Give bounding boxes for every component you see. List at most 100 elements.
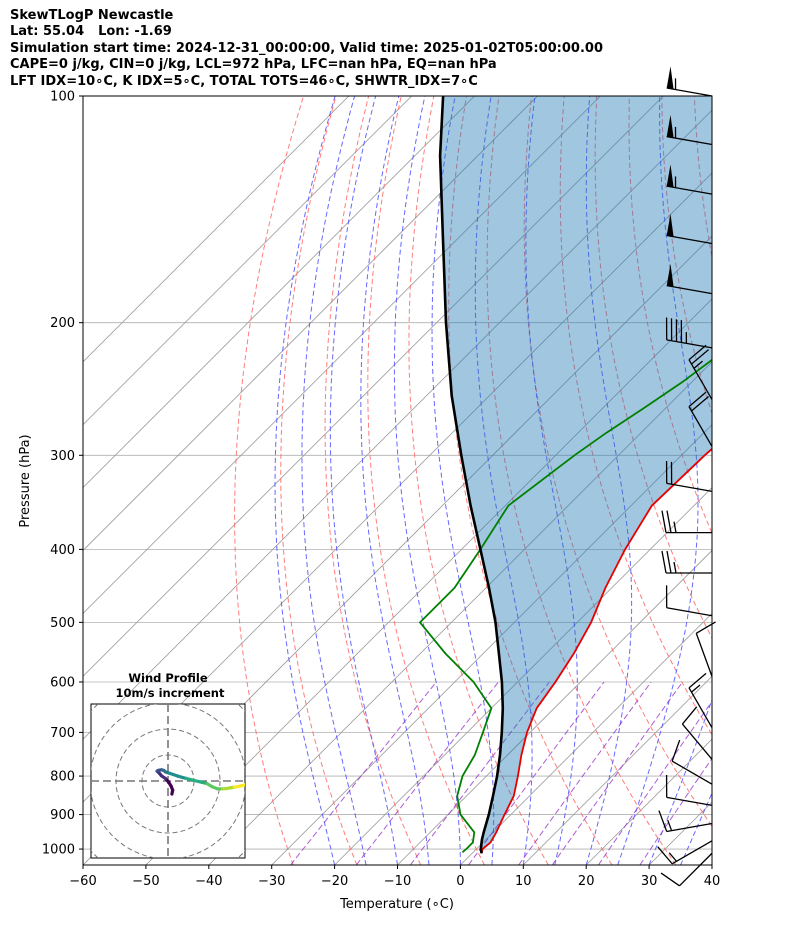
- profiles: [419, 96, 712, 854]
- y-tick-label: 400: [50, 543, 75, 558]
- wind-barb-staff: [666, 87, 713, 97]
- wind-barb-half-feather: [668, 852, 677, 862]
- mixing-ratio-line: [409, 681, 550, 865]
- moist-adiabat-line: [617, 96, 699, 865]
- x-tick-label: −40: [195, 874, 222, 889]
- wind-barb-feather: [695, 621, 716, 634]
- isotherm-line: [83, 96, 475, 489]
- wind-barb: [658, 810, 713, 833]
- wind-barb-staff: [666, 135, 713, 146]
- wind-barb: [688, 672, 713, 729]
- dry-adiabat-line: [486, 96, 677, 865]
- y-tick-label: 100: [50, 90, 75, 105]
- wind-barb-flag: [666, 213, 674, 237]
- temperature-profile: [480, 447, 712, 854]
- chart-header: SkewTLogP Newcastle Lat: 55.04 Lon: -1.69…: [10, 8, 603, 90]
- wind-barb-feather: [688, 672, 707, 689]
- mixing-ratio-line: [290, 681, 437, 865]
- wind-barb: [657, 840, 713, 865]
- moist-adiabat-line: [585, 96, 633, 865]
- wind-barb-staff: [688, 406, 713, 447]
- moist-adiabat-line: [648, 698, 712, 865]
- wind-barb-feather: [688, 344, 707, 361]
- wind-barb: [688, 391, 713, 447]
- isotherm-line: [523, 675, 712, 865]
- x-tick-label: −10: [384, 874, 411, 889]
- params-line-2: LFT IDX=10∘C, K IDX=5∘C, TOTAL TOTS=46∘C…: [10, 73, 478, 89]
- y-axis-ticks: 1000 900 800 700 600 500 400 300 200 100: [42, 90, 83, 858]
- location-line: Lat: 55.04 Lon: -1.69: [10, 24, 603, 40]
- wind-barb: [661, 510, 712, 534]
- y-tick-label: 900: [50, 808, 75, 823]
- dry-adiabat-line: [234, 96, 304, 865]
- wind-barb: [665, 585, 713, 617]
- y-tick-label: 500: [50, 616, 75, 631]
- wind-barb-feather: [661, 510, 667, 533]
- wind-barb: [666, 213, 713, 245]
- wind-barb-staff: [666, 607, 713, 617]
- y-axis-label: Pressure (hPa): [18, 434, 33, 527]
- x-tick-label: 10: [515, 874, 532, 889]
- dry-adiabat-line: [367, 96, 485, 865]
- dry-adiabat-line: [523, 96, 712, 828]
- isotherm-line: [145, 298, 712, 865]
- y-tick-label: 700: [50, 726, 75, 741]
- isotherm-line: [83, 96, 350, 363]
- wind-barb-feather: [691, 395, 709, 412]
- moist-adiabat-line: [360, 96, 430, 865]
- moist-adiabat-line: [393, 96, 461, 865]
- wind-barb-staff: [666, 285, 713, 295]
- y-tick-label: 600: [50, 675, 75, 690]
- dry-adiabat-line: [594, 96, 712, 640]
- wind-barb-flag: [666, 264, 674, 287]
- isotherm-line: [334, 487, 712, 865]
- hodograph-plot: [91, 704, 245, 858]
- wind-barb-feather: [691, 349, 709, 365]
- dry-adiabat-line: [661, 96, 712, 415]
- wind-barb-staff: [688, 359, 713, 400]
- moist-adiabat-line: [274, 96, 336, 865]
- wind-barb-half-feather: [673, 561, 677, 574]
- cin-cape-shading: [440, 96, 712, 854]
- dewpoint-profile: [419, 358, 712, 853]
- wind-barb-feather: [666, 510, 672, 533]
- wind-barb-staff: [688, 687, 713, 729]
- x-axis-ticks: −60 −50 −40 −30 −20 −10 0 10 20 30 40: [69, 865, 720, 889]
- wind-barb: [665, 317, 713, 349]
- wind-barb-staff: [666, 339, 713, 349]
- wind-barb-staff: [679, 852, 713, 887]
- x-tick-label: −20: [321, 874, 348, 889]
- x-tick-label: 40: [704, 874, 721, 889]
- wind-barb-half-feather: [667, 819, 673, 831]
- y-tick-label: 300: [50, 449, 75, 464]
- wind-barb-staff: [666, 796, 713, 807]
- wind-barb: [666, 164, 713, 195]
- mixing-ratio-line: [597, 700, 712, 865]
- wind-barb-flag: [666, 66, 674, 90]
- chart-title: SkewTLogP Newcastle: [10, 8, 174, 23]
- wind-barb: [688, 344, 713, 400]
- y-tick-label: 200: [50, 316, 75, 331]
- wind-barb-feather: [671, 739, 681, 762]
- isotherm-line: [83, 96, 664, 677]
- mixing-ratio-line: [639, 757, 712, 865]
- dry-adiabat-line: [324, 96, 422, 865]
- isotherm-line: [711, 864, 712, 865]
- mixing-ratio-line: [518, 681, 652, 865]
- x-tick-label: −30: [258, 874, 285, 889]
- dry-adiabat-line: [727, 96, 794, 865]
- wind-barb: [660, 852, 713, 887]
- y-tick-label: 800: [50, 770, 75, 785]
- wind-barb-feather: [657, 846, 673, 865]
- wind-barb-staff: [666, 185, 713, 195]
- wind-barb-flag: [666, 114, 674, 138]
- mixing-ratio-line: [551, 681, 684, 865]
- isotherm-line: [271, 424, 712, 865]
- moist-adiabat-line: [711, 863, 712, 865]
- isotherm-line: [83, 96, 412, 426]
- wind-barb: [681, 706, 713, 760]
- wind-barb: [665, 775, 713, 807]
- params-line-1: CAPE=0 j/kg, CIN=0 j/kg, LCL=972 hPa, LF…: [10, 57, 497, 73]
- wind-barb: [661, 550, 712, 574]
